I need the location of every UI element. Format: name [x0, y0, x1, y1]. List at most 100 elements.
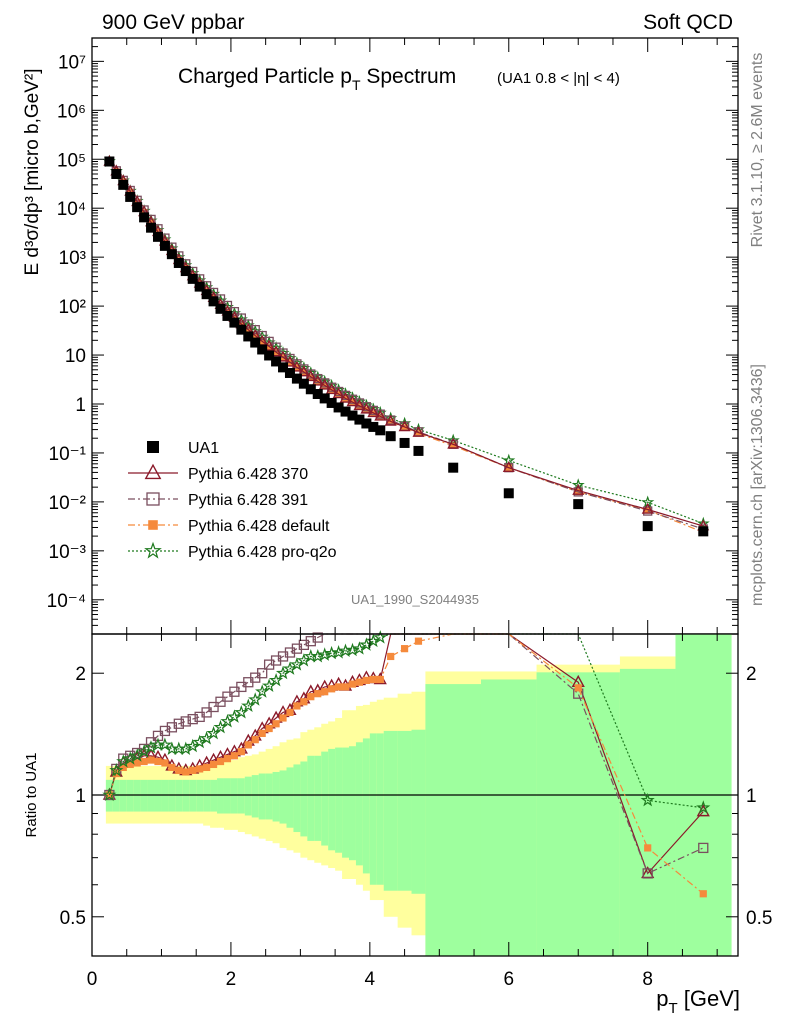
- data-point: [502, 461, 515, 472]
- data-point: [312, 389, 323, 400]
- data-point: [182, 768, 190, 776]
- ratio-y-tick-label-right: 1: [746, 786, 757, 807]
- data-point: [116, 754, 131, 768]
- x-tick-label: 2: [226, 969, 237, 990]
- stat-uncertainty-band: [112, 779, 121, 812]
- stat-uncertainty-band: [376, 733, 385, 885]
- data-point: [290, 360, 303, 372]
- data-point: [699, 890, 707, 898]
- data-point: [414, 637, 423, 645]
- data-point: [307, 693, 315, 701]
- data-point: [244, 741, 252, 749]
- stat-uncertainty-band: [536, 672, 621, 956]
- stat-uncertainty-band: [189, 779, 197, 812]
- x-tick-label: 4: [365, 969, 376, 990]
- data-point: [145, 737, 157, 748]
- data-point: [237, 748, 245, 756]
- data-point: [448, 462, 459, 473]
- data-point: [175, 766, 183, 775]
- data-point: [298, 639, 310, 651]
- stat-uncertainty-band: [397, 730, 413, 891]
- main-y-tick-label: 10⁴: [57, 199, 86, 220]
- data-point: [173, 257, 184, 268]
- data-point: [291, 643, 303, 654]
- data-point: [369, 675, 377, 684]
- main-y-tick-label: 1: [75, 395, 86, 416]
- ratio-y-tick-label: 2: [75, 664, 86, 685]
- stat-uncertainty-band: [321, 751, 329, 846]
- stat-uncertainty-band: [210, 779, 218, 812]
- stat-uncertainty-band: [425, 684, 482, 956]
- data-point: [305, 636, 316, 647]
- data-point: [208, 296, 219, 307]
- data-point: [346, 395, 359, 407]
- stat-uncertainty-band: [335, 747, 343, 853]
- main-y-axis-label: E d³σ/dp³ [micro b,GeV²]: [22, 68, 43, 275]
- legend-label: Pythia 6.428 391: [188, 492, 308, 509]
- data-point: [341, 683, 350, 691]
- data-point: [144, 541, 162, 559]
- data-point: [574, 684, 582, 692]
- data-point: [194, 281, 205, 292]
- stat-uncertainty-band: [237, 778, 246, 814]
- data-point: [278, 362, 289, 373]
- header-right: Soft QCD: [643, 11, 733, 34]
- data-point: [415, 430, 422, 437]
- side-label-rivet: Rivet 3.1.10, ≥ 2.6M events: [749, 53, 766, 248]
- main-y-tick-label: 10⁻¹: [49, 444, 87, 465]
- data-point: [338, 643, 353, 658]
- data-point: [399, 437, 410, 448]
- data-point: [223, 755, 232, 763]
- data-point: [696, 800, 711, 814]
- data-point: [324, 645, 339, 660]
- data-point: [178, 741, 193, 755]
- x-tick-label: 0: [87, 969, 98, 990]
- stat-uncertainty-band: [168, 779, 176, 812]
- chart-title: Charged Particle pT Spectrum: [178, 65, 456, 93]
- stat-uncertainty-band: [230, 778, 239, 814]
- data-point: [398, 420, 411, 432]
- main-y-tick-label: 10: [65, 346, 86, 367]
- stat-uncertainty-band: [286, 767, 294, 828]
- data-point: [147, 441, 159, 453]
- ratio-y-tick-label: 0.5: [60, 908, 86, 929]
- data-point: [400, 645, 409, 653]
- stat-uncertainty-band: [223, 778, 232, 814]
- data-point: [201, 707, 212, 718]
- legend-label: Pythia 6.428 370: [188, 466, 308, 483]
- data-point: [641, 502, 654, 514]
- data-point: [125, 191, 136, 202]
- data-point: [105, 791, 113, 799]
- data-point: [353, 399, 366, 411]
- data-point: [187, 273, 198, 284]
- stat-uncertainty-band: [300, 761, 308, 837]
- stat-uncertainty-band: [265, 773, 274, 820]
- stat-uncertainty-band: [147, 779, 156, 812]
- stat-uncertainty-band: [272, 771, 281, 822]
- data-point: [187, 713, 198, 725]
- data-point: [257, 668, 268, 679]
- main-y-tick-label: 10⁷: [58, 52, 86, 73]
- data-point: [159, 725, 171, 737]
- data-point: [340, 406, 351, 417]
- data-point: [157, 737, 173, 751]
- data-point: [284, 367, 295, 378]
- data-point: [374, 409, 387, 421]
- legend-entry: Pythia 6.428 370: [128, 463, 308, 483]
- data-point: [318, 378, 331, 390]
- data-point: [325, 383, 338, 395]
- ratio-y-tick-label: 1: [75, 786, 86, 807]
- data-point: [503, 488, 514, 499]
- data-point: [347, 410, 358, 421]
- data-point: [384, 414, 397, 426]
- data-point: [268, 672, 284, 687]
- stat-uncertainty-band: [126, 779, 135, 812]
- stat-uncertainty-band: [140, 779, 149, 812]
- data-point: [311, 374, 324, 386]
- stat-uncertainty-band: [619, 668, 676, 956]
- legend: UA1 Pythia 6.428 370 Pythia 6.428 391 Pythi…: [128, 440, 337, 561]
- data-point: [112, 769, 120, 778]
- ratio-x-ticks: 0 2 4 6 8: [87, 634, 718, 990]
- stat-uncertainty-band: [258, 773, 267, 820]
- data-point: [387, 652, 395, 661]
